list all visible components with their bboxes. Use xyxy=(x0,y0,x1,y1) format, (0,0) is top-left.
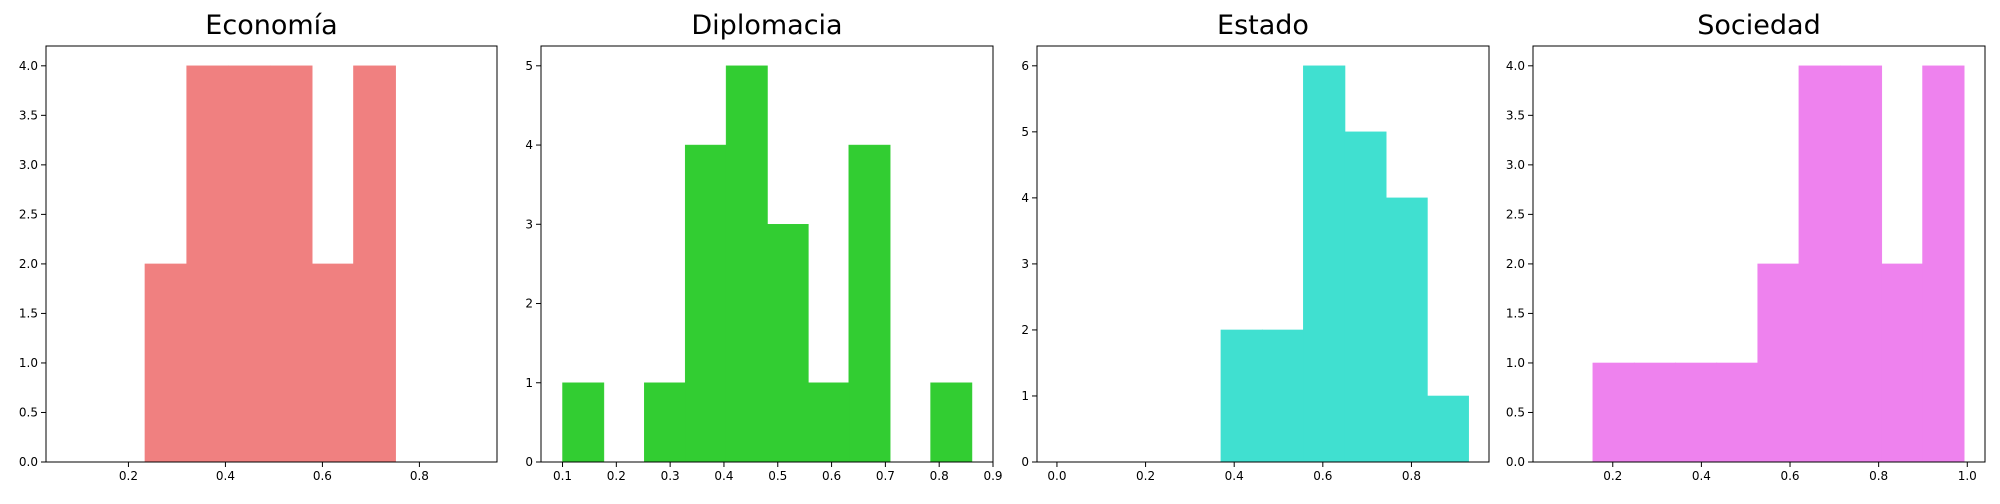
x-tick-label: 0.2 xyxy=(1603,469,1622,483)
histogram-bar xyxy=(1839,65,1883,463)
histogram-bar xyxy=(144,263,188,463)
histogram-bar xyxy=(228,65,271,463)
x-tick-label: 0.8 xyxy=(930,469,949,483)
histogram-bar xyxy=(1385,197,1428,463)
histogram-bar xyxy=(1757,263,1800,463)
y-tick-label: 4.0 xyxy=(19,59,38,73)
chart-panel-4: 0.2 0.4 0.6 0.8 1.0 0.0 0.5 1.0 1.5 2.0 2.5 3.0 3.5 4… xyxy=(1506,10,1986,483)
axes-frame xyxy=(1036,45,1490,463)
chart-title: Sociedad xyxy=(1697,10,1820,41)
y-tick-label: 2.0 xyxy=(19,257,38,271)
x-tick-label: 0.4 xyxy=(714,469,733,483)
y-tick-label: 0.0 xyxy=(19,455,38,469)
y-tick-label: 4 xyxy=(1021,191,1029,205)
y-tick-label: 1.5 xyxy=(1506,306,1525,320)
y-tick-label: 4.0 xyxy=(1506,59,1525,73)
histogram-bar xyxy=(1716,362,1759,463)
histogram-bar xyxy=(1426,395,1469,463)
histogram-bar xyxy=(930,382,973,463)
x-tick-label: 0.4 xyxy=(1692,469,1711,483)
y-tick-label: 1 xyxy=(525,376,533,390)
x-tick-label: 0.0 xyxy=(1047,469,1066,483)
y-tick-label: 2 xyxy=(1021,323,1029,337)
histogram-bar xyxy=(1220,329,1263,463)
x-tick-label: 0.8 xyxy=(1402,469,1421,483)
chart-panel-2: 0.1 0.2 0.3 0.4 0.5 0.6 0.7 0.8 0.9 0 1 2 3 4 5 Diploma… xyxy=(525,10,1002,483)
y-tick-label: 5 xyxy=(1021,125,1029,139)
chart-title: Estado xyxy=(1217,10,1309,41)
axes-frame xyxy=(540,45,994,463)
y-tick-label: 4 xyxy=(525,138,533,152)
y-tick-label: 3 xyxy=(1021,257,1029,271)
chart-panel-1: 0.2 0.4 0.6 0.8 0.0 0.5 1.0 1.5 2.0 2.5 3.0 3.5 4.0 E… xyxy=(19,10,498,483)
y-tick-label: 3.5 xyxy=(19,108,38,122)
x-tick-label: 0.6 xyxy=(1780,469,1799,483)
histogram-bar xyxy=(1303,65,1346,463)
chart-panel-3: 0.0 0.2 0.4 0.6 0.8 0 1 2 3 4 5 6 Estado xyxy=(1021,10,1490,483)
histogram-bar xyxy=(1633,362,1676,463)
x-tick-label: 1.0 xyxy=(1958,469,1977,483)
y-tick-label: 0.5 xyxy=(19,405,38,419)
y-tick-label: 3.0 xyxy=(19,158,38,172)
x-tick-label: 0.2 xyxy=(119,469,138,483)
chart-title: Economía xyxy=(205,10,337,41)
histogram-bar xyxy=(848,144,891,463)
histogram-bar xyxy=(269,65,313,463)
y-tick-label: 3.0 xyxy=(1506,158,1525,172)
chart-title: Diplomacia xyxy=(691,10,842,41)
y-tick-label: 3.5 xyxy=(1506,108,1525,122)
x-tick-label: 0.2 xyxy=(1136,469,1155,483)
x-tick-label: 0.5 xyxy=(768,469,787,483)
x-tick-label: 0.6 xyxy=(822,469,841,483)
histogram-bar xyxy=(1674,362,1718,463)
x-tick-label: 0.2 xyxy=(607,469,626,483)
histogram-bar xyxy=(353,65,396,463)
x-tick-label: 0.3 xyxy=(661,469,680,483)
y-tick-label: 2 xyxy=(525,297,533,311)
x-tick-label: 0.8 xyxy=(1869,469,1888,483)
histogram-bar xyxy=(1261,329,1305,463)
y-tick-label: 0.0 xyxy=(1506,455,1525,469)
x-tick-label: 0.7 xyxy=(876,469,895,483)
y-tick-label: 0.5 xyxy=(1506,405,1525,419)
y-tick-label: 0 xyxy=(1021,455,1029,469)
histogram-bar xyxy=(1344,131,1387,463)
y-tick-label: 6 xyxy=(1021,59,1029,73)
axes-frame xyxy=(1532,45,1986,463)
histogram-bar xyxy=(684,144,727,463)
x-tick-label: 0.6 xyxy=(1313,469,1332,483)
x-tick-label: 0.6 xyxy=(313,469,332,483)
y-tick-label: 1.0 xyxy=(19,356,38,370)
histogram-bar xyxy=(186,65,230,463)
histogram-bar xyxy=(311,263,355,463)
histogram-bar xyxy=(766,224,809,463)
y-tick-label: 2.5 xyxy=(1506,207,1525,221)
x-tick-label: 0.1 xyxy=(553,469,572,483)
y-tick-label: 5 xyxy=(525,59,533,73)
histogram-bar xyxy=(1922,65,1965,463)
histogram-bar xyxy=(644,382,686,463)
y-tick-label: 2.0 xyxy=(1506,257,1525,271)
x-tick-label: 0.8 xyxy=(410,469,429,483)
histogram-bar xyxy=(1798,65,1841,463)
histogram-bar xyxy=(807,382,850,463)
axes-frame xyxy=(45,45,498,463)
y-tick-label: 3 xyxy=(525,217,533,231)
histogram-bar xyxy=(1592,362,1635,463)
y-tick-label: 1 xyxy=(1021,389,1029,403)
histogram-bar xyxy=(725,65,768,463)
y-tick-label: 2.5 xyxy=(19,207,38,221)
x-tick-label: 0.9 xyxy=(983,469,1002,483)
y-tick-label: 0 xyxy=(525,455,533,469)
y-tick-label: 1.0 xyxy=(1506,356,1525,370)
x-tick-label: 0.4 xyxy=(1225,469,1244,483)
y-tick-label: 1.5 xyxy=(19,306,38,320)
x-tick-label: 0.4 xyxy=(216,469,235,483)
histogram-bar xyxy=(562,382,605,463)
histogram-bar xyxy=(1881,263,1924,463)
